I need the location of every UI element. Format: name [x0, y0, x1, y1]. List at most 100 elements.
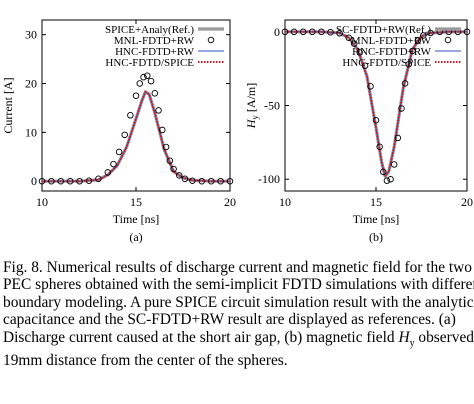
chart-a-marker-mnl-fdtd-rw: [166, 157, 174, 164]
chart-b-marker-mnl-fdtd-rw: [380, 168, 387, 176]
chart-b-marker-mnl-fdtd-rw: [309, 28, 316, 36]
caption-math-h: H: [398, 328, 410, 346]
chart-a-marker-mnl-fdtd-rw: [226, 177, 234, 185]
chart-b-marker-mnl-fdtd-rw: [376, 143, 383, 151]
chart-b: 10 15 20 0 -50 -100 Time [ns] Hy [A/m] (b) SC-FDT…: [244, 19, 473, 244]
chart-b-panel-label: (b): [369, 230, 383, 244]
chart-b-x-tick-label: 15: [370, 195, 382, 209]
chart-b-marker-mnl-fdtd-rw: [281, 28, 289, 36]
chart-b-marker-mnl-fdtd-rw: [367, 83, 374, 90]
chart-a-marker-mnl-fdtd-rw: [207, 177, 215, 185]
chart-b-marker-mnl-fdtd-rw: [345, 34, 352, 41]
caption-line-5b: observed at: [418, 328, 474, 346]
chart-a-marker-mnl-fdtd-rw: [104, 169, 112, 176]
chart-a-marker-mnl-fdtd-rw: [57, 177, 65, 185]
chart-b-marker-mnl-fdtd-rw: [356, 49, 363, 56]
chart-b-y-tick-label: 0: [274, 25, 280, 39]
chart-b-y-tick-label: -100: [258, 172, 280, 186]
chart-a-legend-label-spice-analy-ref: SPICE+Analy(Ref.): [105, 24, 194, 36]
chart-a-x-tick-label: 10: [36, 195, 48, 209]
chart-a-marker-mnl-fdtd-rw: [181, 175, 189, 183]
chart-a-marker-mnl-fdtd-rw: [95, 175, 102, 183]
chart-a-marker-mnl-fdtd-rw: [159, 126, 166, 134]
chart-a-marker-mnl-fdtd-rw: [155, 107, 162, 114]
chart-b-marker-mnl-fdtd-rw: [405, 60, 413, 68]
chart-a: 10 15 20 0 10 20 30 Time [ns] Current [A] (a) SPIC…: [1, 19, 236, 244]
chart-a-y-tick-label: 20: [25, 77, 37, 91]
chart-b-marker-mnl-fdtd-rw: [398, 105, 405, 112]
chart-a-marker-mnl-fdtd-rw: [76, 177, 83, 185]
chart-a-marker-mnl-fdtd-rw: [217, 177, 224, 185]
caption-math-sub: y: [409, 337, 415, 349]
chart-b-y-axis-label: Hy [A/m]: [244, 83, 260, 130]
chart-a-marker-mnl-fdtd-rw: [38, 177, 46, 185]
chart-a-panel-label: (a): [129, 230, 142, 244]
chart-a-marker-mnl-fdtd-rw: [175, 172, 183, 179]
chart-b-marker-mnl-fdtd-rw: [350, 40, 358, 47]
chart-a-y-tick-label: 0: [31, 174, 37, 188]
chart-a-legend-label-hnc-fdtd-rw: HNC-FDTD+RW: [115, 46, 195, 58]
chart-a-line-hnc-fdtd-spice: [42, 90, 230, 183]
chart-a-legend-label-hnc-fdtd-spice: HNC-FDTD/SPICE: [105, 57, 194, 69]
caption-line-6: 19mm distance from the center of the sph…: [3, 352, 288, 370]
chart-b-marker-mnl-fdtd-rw: [336, 30, 343, 37]
chart-b-marker-mnl-fdtd-rw: [409, 47, 416, 55]
chart-b-x-tick-label: 20: [461, 195, 473, 209]
chart-b-marker-mnl-fdtd-rw: [361, 62, 369, 69]
chart-a-marker-mnl-fdtd-rw: [151, 90, 159, 97]
chart-b-line-hnc-fdtd-spice: [285, 30, 467, 178]
chart-a-marker-mnl-fdtd-rw: [127, 112, 134, 119]
chart-b-marker-mnl-fdtd-rw: [390, 161, 398, 168]
chart-b-x-axis-label: Time [ns]: [353, 212, 400, 226]
chart-a-x-tick-label: 15: [130, 195, 142, 209]
caption-line-3: boundary modeling. A pure SPICE circuit …: [3, 293, 474, 311]
chart-b-y-tick-label: -50: [264, 99, 280, 113]
caption-line-4: capacitance and the SC-FDTD+RW result ar…: [3, 311, 456, 329]
figure-caption: Fig. 8. Numerical results of discharge c…: [3, 259, 474, 370]
chart-b-legend-label-mnl-fdtd-rw: MNL-FDTD+RW: [351, 35, 432, 47]
chart-b-marker-mnl-fdtd-rw: [401, 80, 409, 87]
chart-a-marker-mnl-fdtd-rw: [48, 177, 55, 185]
chart-b-marker-mnl-fdtd-rw: [463, 28, 471, 36]
chart-b-legend-label-hnc-fdtd-spice: HNC-FDTD/SPICE: [342, 57, 431, 69]
chart-a-marker-mnl-fdtd-rw: [170, 165, 177, 173]
chart-b-legend-label-hnc-fdtd-rw: HNC-FDTD+RW: [352, 46, 432, 58]
chart-b-marker-mnl-fdtd-rw: [383, 177, 391, 184]
chart-a-marker-mnl-fdtd-rw: [198, 177, 206, 185]
chart-a-legend-label-mnl-fdtd-rw: MNL-FDTD+RW: [114, 35, 195, 47]
chart-b-marker-mnl-fdtd-rw: [427, 29, 434, 37]
chart-a-marker-mnl-fdtd-rw: [115, 148, 123, 156]
chart-b-marker-mnl-fdtd-rw: [299, 28, 307, 36]
caption-line-2: PEC spheres obtained with the semi-impli…: [3, 276, 474, 294]
caption-line-5a: Discharge current caused at the short ai…: [3, 328, 399, 346]
chart-b-marker-mnl-fdtd-rw: [414, 37, 422, 44]
chart-b-marker-mnl-fdtd-rw: [318, 28, 325, 36]
chart-b-marker-mnl-fdtd-rw: [327, 28, 334, 36]
chart-b-marker-mnl-fdtd-rw: [372, 116, 380, 124]
chart-a-marker-mnl-fdtd-rw: [189, 177, 196, 184]
chart-a-y-tick-label: 10: [25, 125, 37, 139]
chart-a-legend-key-mnl-fdtd-rw: [207, 36, 215, 44]
chart-b-x-tick-label: 10: [279, 195, 291, 209]
chart-a-y-axis-label: Current [A]: [1, 77, 15, 133]
chart-a-marker-mnl-fdtd-rw: [85, 177, 93, 184]
chart-a-y-tick-label: 30: [25, 28, 37, 42]
chart-a-line-spice-analy-ref: [42, 90, 230, 183]
chart-a-marker-mnl-fdtd-rw: [121, 131, 128, 139]
chart-a-x-tick-label: 20: [224, 195, 236, 209]
chart-a-marker-mnl-fdtd-rw: [162, 143, 170, 151]
chart-a-marker-mnl-fdtd-rw: [136, 80, 144, 87]
chart-b-marker-mnl-fdtd-rw: [420, 32, 427, 39]
chart-a-marker-mnl-fdtd-rw: [140, 73, 147, 81]
chart-b-marker-mnl-fdtd-rw: [394, 134, 402, 142]
caption-line-5: Discharge current caused at the short ai…: [3, 329, 474, 352]
chart-a-line-hnc-fdtd-rw: [42, 91, 230, 182]
chart-a-marker-mnl-fdtd-rw: [66, 177, 74, 185]
chart-a-marker-mnl-fdtd-rw: [144, 72, 151, 79]
chart-b-marker-mnl-fdtd-rw: [290, 28, 298, 36]
chart-a-marker-mnl-fdtd-rw: [132, 92, 140, 99]
chart-b-legend-key-mnl-fdtd-rw: [444, 36, 452, 44]
chart-a-x-axis-label: Time [ns]: [113, 212, 160, 226]
chart-b-legend-label-sc-fdtd-rw-ref: SC-FDTD+RW(Ref.): [336, 24, 431, 36]
chart-b-marker-mnl-fdtd-rw: [387, 175, 394, 183]
